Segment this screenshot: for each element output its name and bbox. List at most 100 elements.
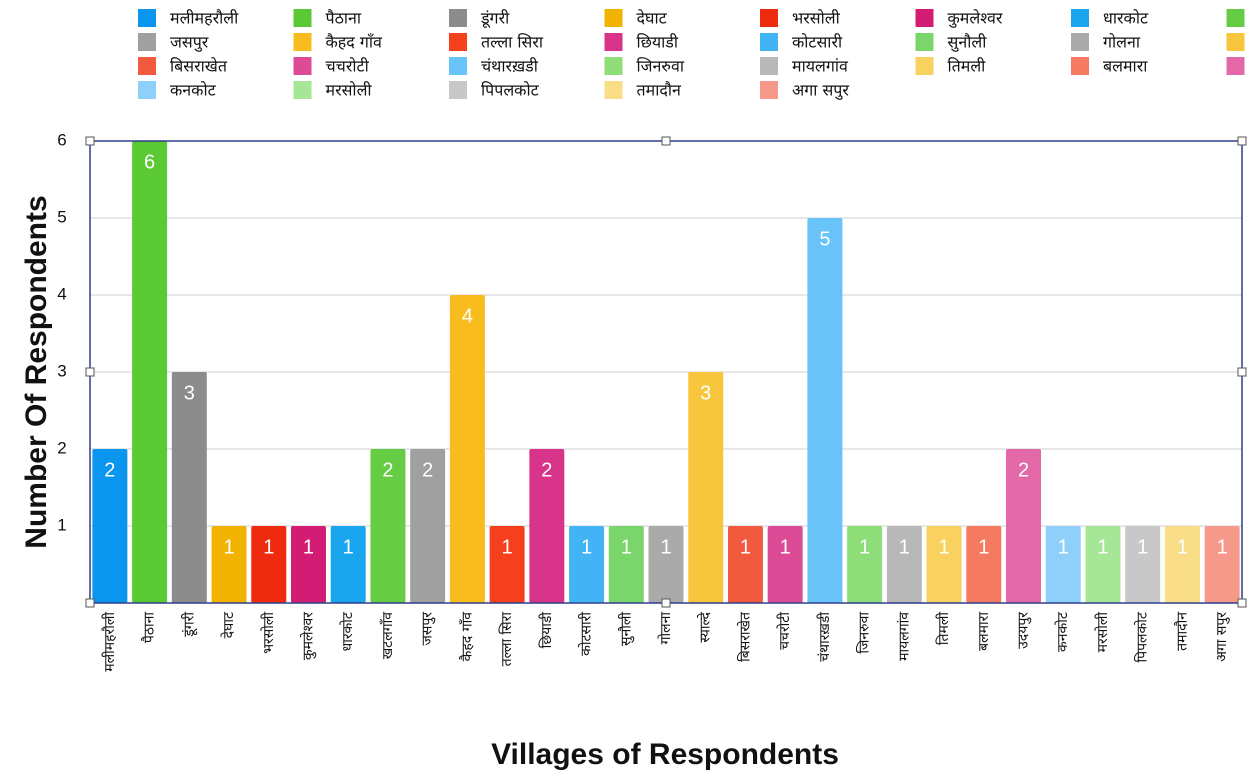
legend-item: धारकोट [1071,9,1149,28]
legend-label: तिमली [948,57,987,76]
legend-swatch [293,9,312,27]
bar-value-label: 1 [343,536,354,558]
x-tick-label: तल्ला सिरा [498,612,515,667]
legend-swatch [604,9,623,27]
legend-label: छियाडी [637,33,679,52]
bar [132,141,168,603]
bar [1006,449,1042,603]
y-axis-ticks: 1 2 3 4 5 6 [57,130,66,534]
y-tick-label: 6 [57,130,66,149]
legend-swatch [138,81,156,99]
x-tick-label: मायलगांव [896,612,912,661]
legend-item: कैहद गाँव [293,33,384,52]
bar-value-label: 1 [1177,536,1188,558]
plot-frame [85,136,1247,608]
legend-label: जसपुर [170,33,209,53]
legend-item: तमादौन [604,81,682,100]
resize-handle[interactable] [85,367,95,377]
x-tick-label: सुनौली [617,612,634,646]
bar [648,526,684,603]
bar-value-label: 1 [1097,536,1108,558]
legend-item: चचरोटी [293,57,370,76]
y-tick-label: 2 [57,438,66,457]
legend-item: मायलगांव [760,57,849,76]
bar [1085,526,1121,603]
x-tick-label: गोलना [657,612,674,645]
x-tick-label: कुमलेश्वर [299,612,316,660]
legend-swatch [449,57,467,75]
legend-item: बिसराखेत [138,57,228,76]
x-tick-label: अगा सपुर [1214,612,1230,662]
legend-item: भरसोली [760,9,841,28]
legend-swatch [449,9,467,27]
legend: मलीमहरौली पैठाना डूंगरी देघाट भरसोली कुमलेश्व… [138,9,1245,101]
legend-label: तल्ला सिरा [481,33,544,52]
legend-item: देघाट [604,9,668,28]
bar-value-label: 4 [462,305,473,327]
legend-label: कैहद गाँव [326,33,384,52]
legend-item: पैठाना [293,9,362,28]
bar-value-label: 2 [104,459,115,481]
legend-swatch [760,57,778,75]
legend-swatch [1071,33,1089,51]
resize-handle[interactable] [661,598,671,608]
x-tick-label: मरसोली [1094,612,1111,653]
legend-item: तल्ला सिरा [449,33,544,52]
bar [727,526,763,603]
bar-value-label: 1 [1217,536,1228,558]
legend-swatch [1226,57,1245,75]
legend-swatch [449,81,467,99]
resize-handle[interactable] [1237,598,1247,608]
bar-value-label: 2 [422,459,433,481]
bar-value-label: 1 [859,536,870,558]
legend-swatch [293,57,312,75]
legend-swatch [138,57,156,75]
legend-swatch [760,81,778,99]
bar [569,526,605,603]
legend-label: मलीमहरौली [170,9,239,28]
bar [1164,526,1200,603]
resize-handle[interactable] [85,136,95,146]
legend-item: कनकोट [138,81,217,100]
bar [926,526,962,603]
legend-label: धारकोट [1103,9,1149,28]
bar-value-label: 1 [303,536,314,558]
legend-label: भरसोली [792,9,841,28]
legend-label: जिनरुवा [637,57,685,76]
x-tick-label: खटलगाँव [379,612,396,660]
bar-value-label: 5 [819,228,830,250]
bar-value-label: 2 [541,459,552,481]
legend-label: पिपलकोट [481,81,540,100]
legend-item: डूंगरी [449,9,510,29]
legend-swatch [915,9,934,27]
bar-value-label: 1 [740,536,751,558]
x-tick-label: बिसराखेत [736,611,753,662]
resize-handle[interactable] [661,136,671,146]
x-tick-label: कनकोट [1054,611,1071,652]
resize-handle[interactable] [1237,367,1247,377]
legend-label: डूंगरी [480,9,510,29]
legend-swatch [915,57,934,75]
resize-handle[interactable] [1237,136,1247,146]
bar [330,526,366,603]
gridlines [90,140,1242,527]
bar [847,526,883,603]
x-tick-label: बलमारा [976,612,992,651]
bar-value-label: 1 [780,536,791,558]
x-tick-label: तमादौन [1173,612,1190,651]
legend-item: सुनौली [915,33,987,53]
legend-label: मायलगांव [792,57,849,76]
legend-item: गोलना [1071,33,1141,52]
legend-item: पिपलकोट [449,81,540,100]
y-tick-label: 1 [57,515,66,534]
legend-swatch [760,33,778,51]
x-tick-label: तिमली [935,612,952,645]
x-tick-label: पिपलकोट [1134,611,1151,662]
x-tick-label: देघाट [220,611,237,638]
legend-swatch [1071,9,1089,27]
bar-value-label: 1 [939,536,950,558]
legend-label: तमादौन [637,81,682,100]
resize-handle[interactable] [85,598,95,608]
legend-item: उदयपुर [1226,57,1245,75]
x-tick-label: जिनरुवा [856,612,873,654]
